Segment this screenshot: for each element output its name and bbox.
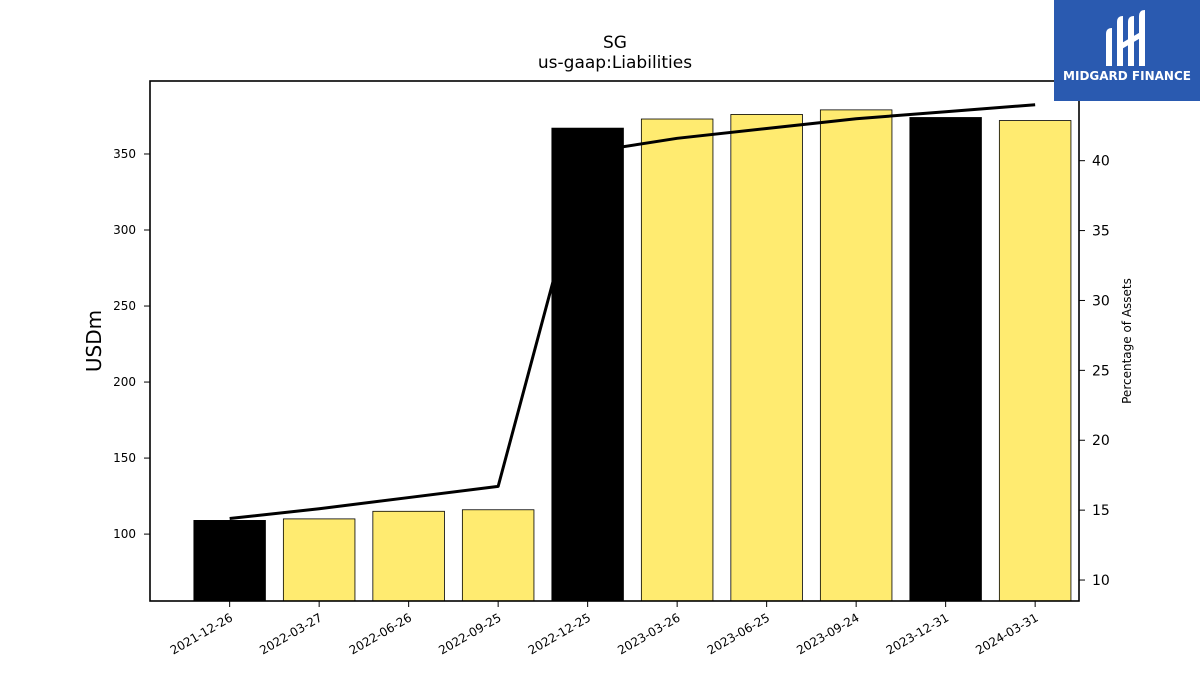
plot-frame [149,80,1080,602]
percentage-line [229,103,1036,521]
y-axis-right: 10 15 20 25 30 35 40 [1079,154,1110,589]
x-tick-label: 2022-03-27 [257,610,324,657]
bar [372,510,445,602]
logo: MIDGARD FINANCE [1054,0,1200,101]
bars-layer [193,109,1072,602]
x-tick-label: 2023-09-24 [794,610,861,657]
x-tick-label: 2022-09-25 [436,610,503,657]
y2-tick-label: 35 [1092,224,1110,240]
bar [640,118,714,602]
y2-tick-label: 40 [1092,154,1110,170]
y2-tick-label: 25 [1092,363,1110,379]
x-axis: 2021-12-26 2022-03-27 2022-06-26 2022-09-25… [168,601,1041,657]
y2-tick-label: 20 [1092,433,1110,449]
y2-axis-label: Percentage of Assets [1120,278,1134,404]
y2-tick-label: 30 [1092,293,1110,309]
y-tick-label: 100 [113,527,136,541]
y-axis-label: USDm [82,310,106,372]
bar [819,109,893,602]
y2-tick-label: 15 [1092,503,1110,519]
y-axis-left: 100 150 200 250 300 350 [113,147,150,541]
x-tick-label: 2022-12-25 [526,610,593,657]
x-tick-label: 2024-03-31 [973,610,1040,657]
x-tick-label: 2023-12-31 [884,610,951,657]
line-layer [229,103,1036,521]
y-tick-label: 150 [113,451,136,465]
y-tick-label: 300 [113,223,136,237]
logo-name: MIDGARD FINANCE [1063,69,1191,83]
logo-mark-icon [1106,10,1145,66]
bar [909,117,982,602]
x-tick-label: 2021-12-26 [168,610,235,657]
bar [998,120,1072,602]
x-tick-label: 2023-06-25 [705,610,772,657]
x-tick-label: 2022-06-26 [347,610,414,657]
chart-subtitle: us-gaap:Liabilities [538,53,692,73]
y-tick-label: 250 [113,299,136,313]
y-tick-label: 200 [113,375,136,389]
y2-tick-label: 10 [1092,573,1110,589]
chart-title: SG [603,33,627,53]
x-tick-label: 2023-03-26 [615,610,682,657]
y-tick-label: 350 [113,147,136,161]
bar [193,520,266,602]
bar [730,114,803,602]
bar [551,127,624,602]
bar [282,518,356,602]
bar [461,509,535,602]
